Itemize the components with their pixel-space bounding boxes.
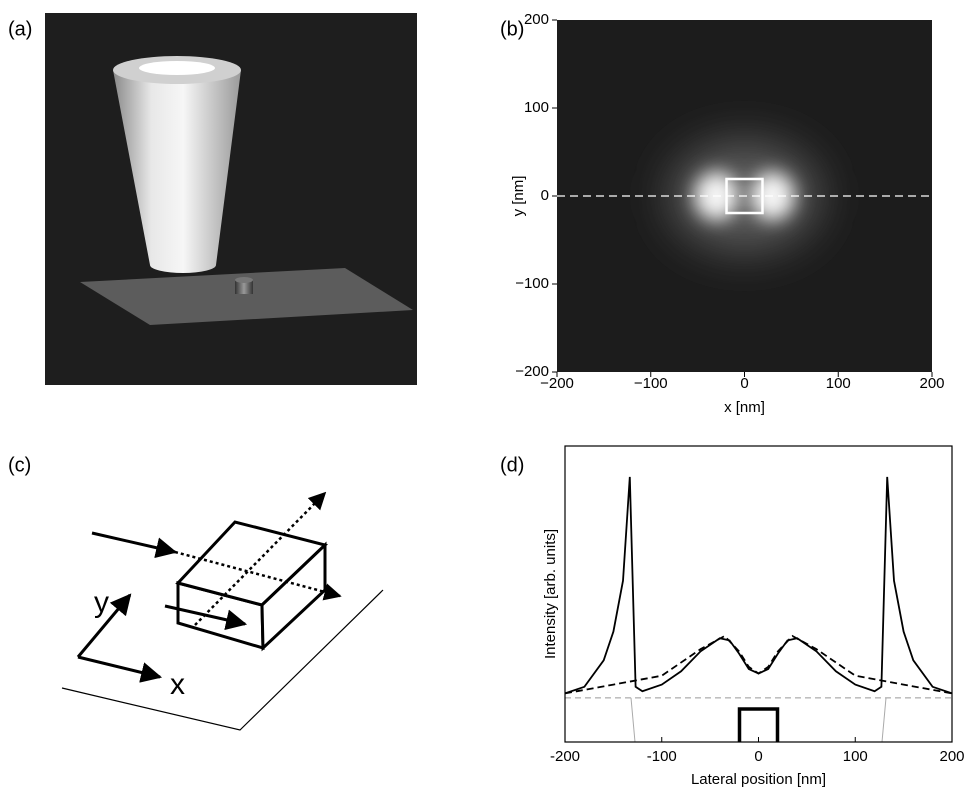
boundary-guide	[882, 698, 952, 742]
boundary-guide	[565, 698, 635, 742]
x-tick-label: 200	[919, 375, 944, 392]
x-tick-label: -100	[647, 748, 677, 765]
panel-label: (c)	[8, 454, 31, 476]
x-tick-label: 0	[740, 375, 748, 392]
intensity-curve	[565, 477, 952, 694]
axis-label: x	[170, 668, 185, 701]
y-tick-label: 0	[541, 187, 549, 204]
y-tick-label: −200	[515, 363, 549, 380]
figure: (a) (b) (c) (d) y x −200−1000100200−200−…	[0, 0, 972, 791]
x-axis-label: Lateral position [nm]	[691, 771, 826, 788]
intensity-curve	[565, 636, 952, 693]
render-panel	[45, 13, 417, 385]
y-tick-label: 200	[524, 11, 549, 28]
panel-label: (a)	[8, 18, 32, 40]
x-axis-label: x [nm]	[724, 399, 765, 416]
x-tick-label: 100	[826, 375, 851, 392]
x-tick-label: −100	[634, 375, 668, 392]
x-tick-label: 0	[754, 748, 762, 765]
panel-label: (b)	[500, 18, 524, 40]
axis-label: y	[94, 586, 109, 619]
schematic	[62, 493, 383, 730]
y-tick-label: −100	[515, 275, 549, 292]
panel-label: (d)	[500, 454, 524, 476]
x-tick-label: 200	[939, 748, 964, 765]
y-axis-label: y [nm]	[510, 176, 527, 217]
x-tick-label: 100	[843, 748, 868, 765]
x-tick-label: -200	[550, 748, 580, 765]
y-tick-label: 100	[524, 99, 549, 116]
y-axis-label: Intensity [arb. units]	[542, 529, 559, 659]
